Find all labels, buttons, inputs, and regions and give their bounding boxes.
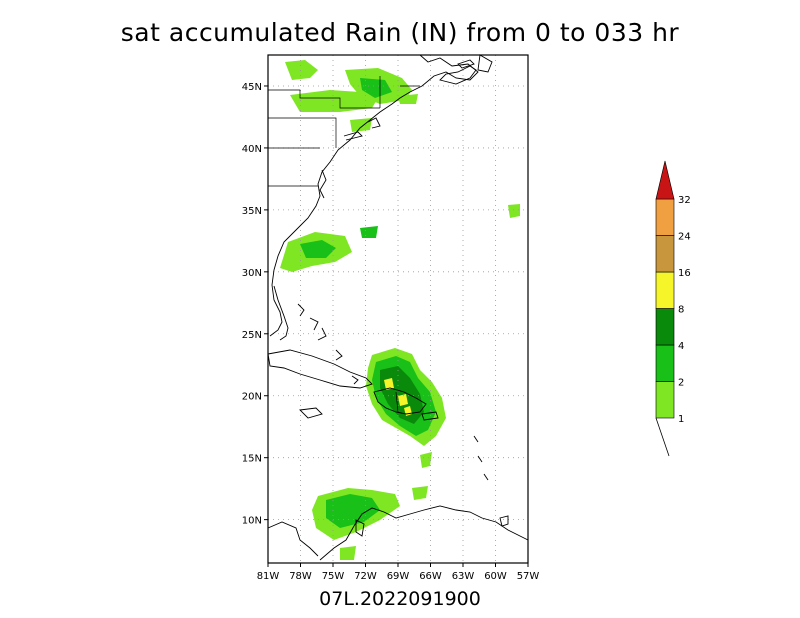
map-title: sat accumulated Rain (IN) from 0 to 033 … <box>120 18 680 47</box>
state-borders <box>268 76 420 413</box>
legend-label: 1 <box>678 414 684 425</box>
lon-label: 78W <box>289 571 312 582</box>
island-antilles <box>483 473 489 481</box>
lat-label: 25N <box>242 330 262 341</box>
lat-label: 35N <box>242 206 262 217</box>
coastline-prince-edward <box>457 59 475 69</box>
rain-area-north <box>290 90 378 112</box>
legend-label: 16 <box>678 268 691 279</box>
rain-area-north <box>350 118 372 132</box>
coastlines <box>267 54 529 561</box>
legend-label: 4 <box>678 341 684 352</box>
coastline-newfoundland <box>477 54 493 73</box>
lat-label: 10N <box>242 516 262 527</box>
rain-area-mid <box>508 204 520 218</box>
legend-swatch <box>655 271 675 309</box>
island-trinidad <box>499 515 509 527</box>
plot-area <box>267 54 529 564</box>
island-puerto-rico <box>421 411 439 421</box>
rain-area-storm-core <box>398 394 408 406</box>
island-bahamas <box>351 375 359 385</box>
coastline-long-island <box>343 131 363 141</box>
lon-label: 72W <box>354 571 377 582</box>
legend-swatch <box>655 235 675 273</box>
legend-underflow <box>655 417 670 457</box>
border-haiti-dr <box>395 391 399 413</box>
coastline-lake-maracaibo <box>355 519 365 537</box>
legend-swatch <box>655 308 675 346</box>
rain-area-south <box>326 494 380 528</box>
rain-area-mid <box>360 226 378 238</box>
island-antilles <box>477 455 483 463</box>
coastline-chesapeake <box>319 169 327 199</box>
storm-id-label: 07L.2022091900 <box>319 588 481 610</box>
legend-swatch-max <box>655 160 675 200</box>
lon-label: 66W <box>419 571 442 582</box>
lat-label: 30N <box>242 268 262 279</box>
legend-label: 8 <box>678 305 684 316</box>
rain-area-south <box>412 486 428 500</box>
island-bahamas <box>317 327 327 341</box>
coastline-central-america <box>267 521 319 557</box>
coastline-nova-scotia <box>439 65 477 85</box>
island-hispaniola <box>373 387 427 415</box>
lat-label: 20N <box>242 392 262 403</box>
legend-swatch <box>655 344 675 382</box>
island-antilles <box>473 435 479 443</box>
lon-label: 57W <box>517 571 540 582</box>
rain-areas <box>280 60 520 560</box>
lon-label: 75W <box>322 571 345 582</box>
rain-area-storm-core <box>384 378 394 390</box>
lat-label: 45N <box>242 82 262 93</box>
lon-label: 63W <box>452 571 475 582</box>
coastline-florida <box>273 285 289 341</box>
rain-area-mid <box>300 240 336 258</box>
lon-label: 69W <box>387 571 410 582</box>
rain-area-south <box>340 546 356 560</box>
coastline-south-america <box>319 505 529 561</box>
legend-label: 24 <box>678 232 691 243</box>
island-bahamas <box>297 303 305 317</box>
island-bahamas <box>309 317 319 331</box>
legend-label: 32 <box>678 195 691 206</box>
lat-label: 40N <box>242 144 262 155</box>
longitude-labels: 81W 78W 75W 72W 69W 66W 63W 60W 57W <box>257 563 540 582</box>
rain-area-trail <box>420 452 432 468</box>
latitude-labels: 45N 40N 35N 30N 25N 20N 15N 10N <box>242 82 268 527</box>
lat-lon-grid <box>267 55 529 563</box>
lon-label: 60W <box>484 571 507 582</box>
island-jamaica <box>299 407 323 419</box>
rain-area-north <box>360 78 392 98</box>
coastline-northeast <box>269 54 479 337</box>
rain-area-north <box>285 60 318 80</box>
lat-label: 15N <box>242 454 262 465</box>
legend-label: 2 <box>678 378 684 389</box>
coastline-cape-cod <box>367 117 381 129</box>
legend-swatch <box>655 198 675 236</box>
island-bahamas <box>335 349 343 361</box>
lon-label: 81W <box>257 571 280 582</box>
legend-swatch <box>655 381 675 419</box>
island-cuba <box>267 349 373 389</box>
